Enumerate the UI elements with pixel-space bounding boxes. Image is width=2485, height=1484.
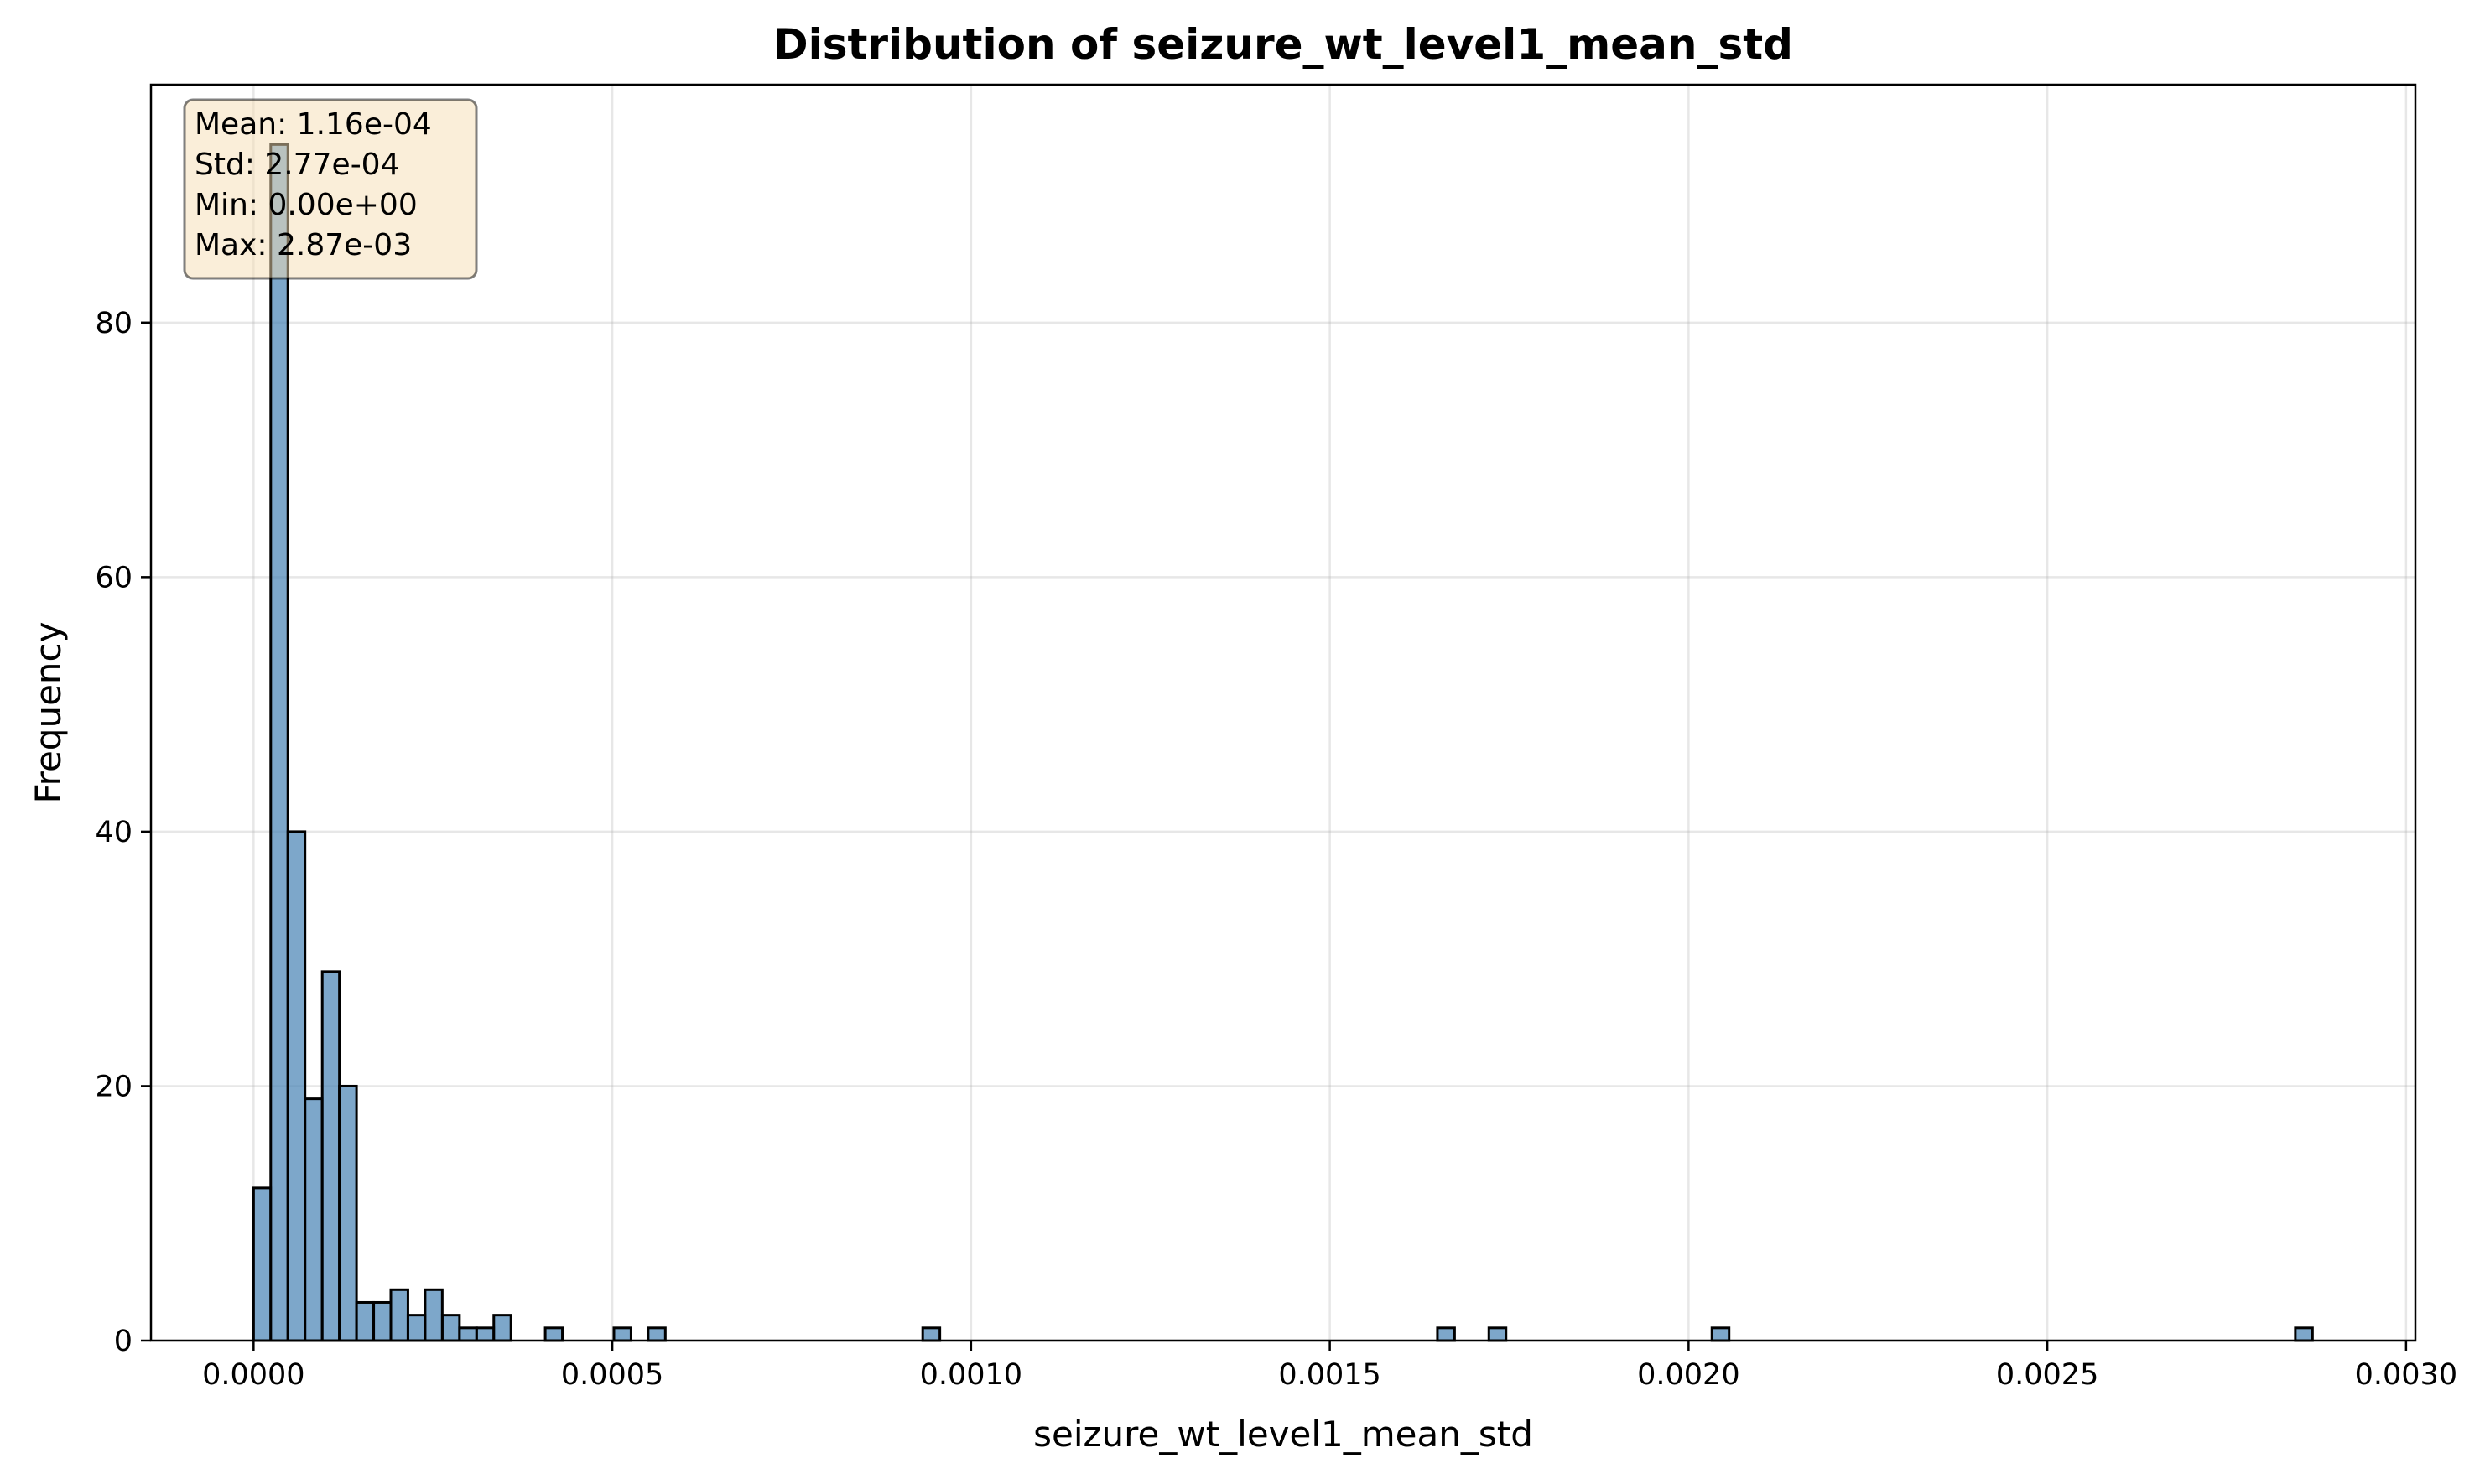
plot-frame [149,83,2417,1342]
histogram-bar [269,143,289,1342]
stats-min: Min: 0.00e+00 [195,188,418,222]
histogram-bar [320,970,341,1342]
histogram-bar [355,1300,376,1342]
x-axis-label: seizure_wt_level1_mean_std [1033,1414,1533,1455]
histogram-bar [389,1288,409,1342]
stats-max: Max: 2.87e-03 [195,228,412,262]
stats-mean: Mean: 1.16e-04 [195,107,432,142]
x-tick-label: 0.0015 [1278,1358,1380,1392]
y-tick-label: 80 [95,307,133,340]
histogram-bar [1436,1326,1456,1342]
y-tick-label: 0 [114,1325,133,1358]
histogram-bar [475,1326,496,1342]
x-tick-label: 0.0030 [2355,1358,2457,1392]
chart-title: Distribution of seizure_wt_level1_mean_s… [773,20,1793,69]
histogram-bar [338,1084,358,1342]
histogram-bar [440,1314,461,1342]
x-tick-label: 0.0010 [920,1358,1022,1392]
histogram-bar [1710,1326,1731,1342]
histogram-bar [1487,1326,1508,1342]
y-tick-label: 40 [95,816,133,849]
histogram-bar [372,1300,393,1342]
x-tick-label: 0.0025 [1996,1358,2098,1392]
histogram-bar [921,1326,942,1342]
histogram-bar [458,1326,478,1342]
stats-box: Mean: 1.16e-04 Std: 2.77e-04 Min: 0.00e+… [183,98,478,280]
histogram-bar [543,1326,564,1342]
histogram-bar [304,1097,324,1342]
stats-std: Std: 2.77e-04 [195,148,400,182]
stats-box-background [183,98,478,280]
y-axis-label: Frequency [28,622,69,804]
histogram-bar [286,830,307,1342]
bars-layer [252,143,2314,1342]
x-tick-label: 0.0000 [202,1358,304,1392]
histogram-bar [612,1326,632,1342]
y-tick-label: 20 [95,1070,133,1103]
x-axis-ticks: 0.0000 0.0005 0.0010 0.0015 0.0020 0.0025 0.00… [202,1341,2457,1392]
histogram-bar [492,1314,512,1342]
histogram-bar [424,1288,444,1342]
histogram-bar [2294,1326,2314,1342]
y-axis-ticks: 0 20 40 60 80 [95,307,151,1358]
x-tick-label: 0.0005 [561,1358,663,1392]
histogram-bar [647,1326,667,1342]
histogram-bar [406,1314,427,1342]
histogram-bar [252,1186,273,1342]
x-tick-label: 0.0020 [1637,1358,1739,1392]
y-tick-label: 60 [95,561,133,594]
